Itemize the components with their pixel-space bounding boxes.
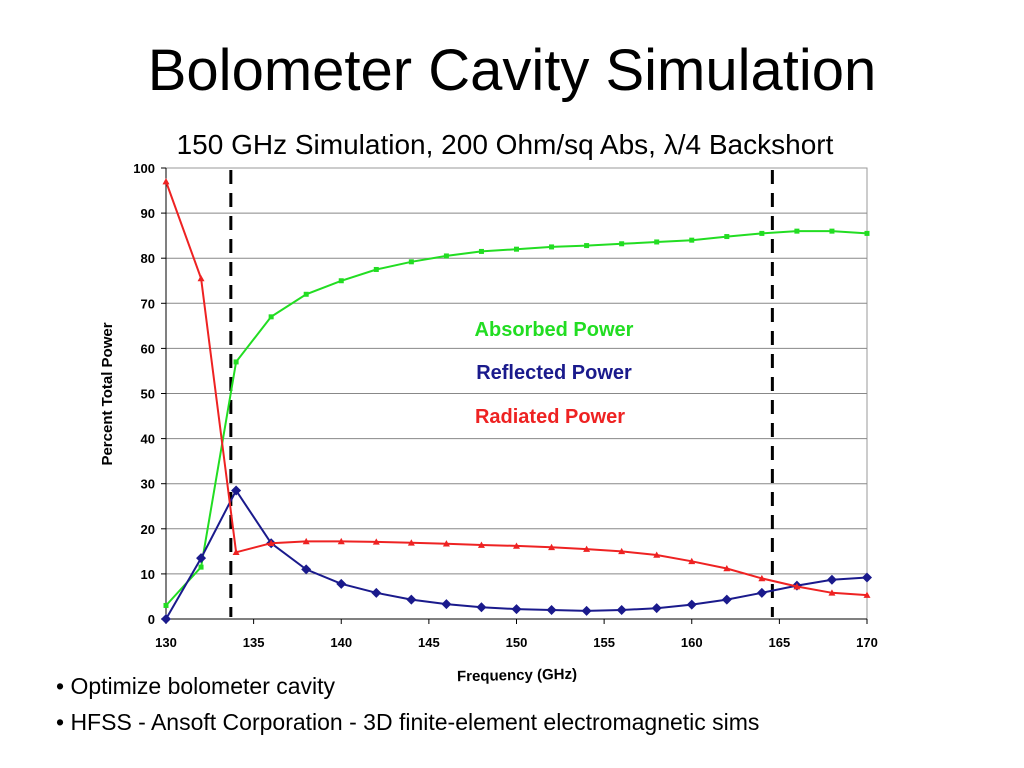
y-tick-label: 60 bbox=[141, 341, 155, 356]
data-point bbox=[478, 248, 484, 254]
data-point bbox=[583, 545, 591, 552]
x-tick-label: 145 bbox=[418, 635, 440, 650]
series bbox=[161, 178, 872, 624]
bullet-list: • Optimize bolometer cavity • HFSS - Ans… bbox=[56, 668, 759, 740]
data-point bbox=[303, 291, 309, 297]
legend-label-reflected: Reflected Power bbox=[476, 362, 632, 384]
x-tick-label: 165 bbox=[769, 635, 791, 650]
data-point bbox=[408, 259, 414, 265]
data-point bbox=[794, 228, 800, 234]
data-point bbox=[793, 583, 801, 590]
x-tick-label: 140 bbox=[330, 635, 352, 650]
data-point bbox=[721, 594, 732, 605]
data-point bbox=[546, 604, 557, 615]
data-point bbox=[407, 539, 415, 546]
data-point bbox=[863, 591, 871, 598]
data-point bbox=[301, 564, 312, 575]
data-point bbox=[268, 314, 274, 320]
data-point bbox=[549, 244, 555, 250]
data-point bbox=[828, 589, 836, 596]
x-axis-label: Frequency (GHz) bbox=[457, 666, 577, 686]
data-point bbox=[618, 547, 626, 555]
y-tick-label: 70 bbox=[141, 296, 155, 311]
data-point bbox=[619, 241, 625, 247]
data-point bbox=[267, 539, 275, 547]
data-point bbox=[862, 572, 872, 583]
data-point bbox=[196, 553, 207, 564]
x-tick-label: 155 bbox=[593, 635, 615, 650]
data-point bbox=[826, 574, 837, 585]
data-point bbox=[513, 542, 520, 549]
y-tick-label: 80 bbox=[141, 251, 155, 266]
gridlines bbox=[166, 212, 867, 575]
data-point bbox=[723, 564, 731, 572]
x-tick-label: 170 bbox=[856, 635, 878, 650]
y-tick-label: 0 bbox=[148, 612, 155, 627]
data-point bbox=[584, 243, 590, 249]
data-point bbox=[864, 230, 870, 236]
data-point bbox=[654, 239, 660, 245]
data-point bbox=[231, 485, 242, 496]
data-point bbox=[759, 230, 765, 236]
data-point bbox=[443, 253, 449, 259]
y-tick-label: 90 bbox=[141, 206, 155, 221]
y-tick-label: 20 bbox=[141, 522, 155, 537]
annotations bbox=[229, 170, 774, 617]
bullet-item: • Optimize bolometer cavity bbox=[56, 673, 336, 699]
legend-label-absorbed: Absorbed Power bbox=[475, 319, 634, 341]
data-point bbox=[688, 557, 696, 565]
data-point bbox=[233, 359, 239, 365]
slide-subtitle: 150 GHz Simulation, 200 Ohm/sq Abs, λ/4 … bbox=[176, 129, 834, 160]
data-point bbox=[758, 574, 766, 582]
axes: 0 10 20 30 40 50 60 70 80 90 100 130 135 140 145 150 155… bbox=[133, 161, 878, 650]
data-point bbox=[406, 594, 417, 605]
data-point bbox=[724, 234, 730, 240]
y-tick-label: 50 bbox=[141, 387, 155, 402]
data-point bbox=[829, 228, 835, 234]
data-point bbox=[198, 564, 204, 570]
data-point bbox=[302, 537, 310, 545]
data-point bbox=[373, 266, 379, 272]
legend-label-radiated: Radiated Power bbox=[475, 406, 625, 428]
data-point bbox=[372, 538, 380, 545]
data-point bbox=[371, 587, 382, 598]
data-point bbox=[756, 587, 767, 598]
data-point bbox=[511, 604, 522, 615]
data-point bbox=[477, 541, 485, 548]
data-point bbox=[337, 537, 345, 545]
data-point bbox=[161, 614, 171, 624]
data-point bbox=[689, 237, 695, 243]
x-tick-label: 150 bbox=[506, 635, 528, 650]
y-tick-label: 30 bbox=[141, 477, 155, 492]
y-tick-label: 100 bbox=[133, 161, 155, 176]
data-point bbox=[442, 540, 450, 547]
data-point bbox=[197, 274, 205, 282]
slide-title: Bolometer Cavity Simulation bbox=[147, 38, 877, 103]
y-tick-label: 10 bbox=[141, 567, 155, 582]
x-tick-label: 160 bbox=[681, 635, 703, 650]
data-point bbox=[476, 602, 487, 613]
x-tick-label: 135 bbox=[243, 635, 265, 650]
data-point bbox=[548, 543, 556, 551]
data-point bbox=[232, 548, 240, 556]
data-point bbox=[616, 604, 627, 615]
data-point bbox=[336, 578, 347, 589]
data-point bbox=[162, 178, 170, 185]
y-tick-label: 40 bbox=[141, 432, 155, 447]
y-axis-label: Percent Total Power bbox=[99, 322, 116, 465]
data-point bbox=[653, 551, 661, 558]
bullet-item: • HFSS - Ansoft Corporation - 3D finite-… bbox=[56, 709, 760, 735]
data-point bbox=[163, 602, 169, 608]
data-point bbox=[686, 599, 697, 610]
data-point bbox=[338, 278, 344, 284]
data-point bbox=[514, 246, 519, 252]
data-point bbox=[441, 599, 452, 610]
data-point bbox=[581, 605, 592, 616]
x-tick-label: 130 bbox=[155, 635, 177, 650]
data-point bbox=[651, 603, 662, 614]
